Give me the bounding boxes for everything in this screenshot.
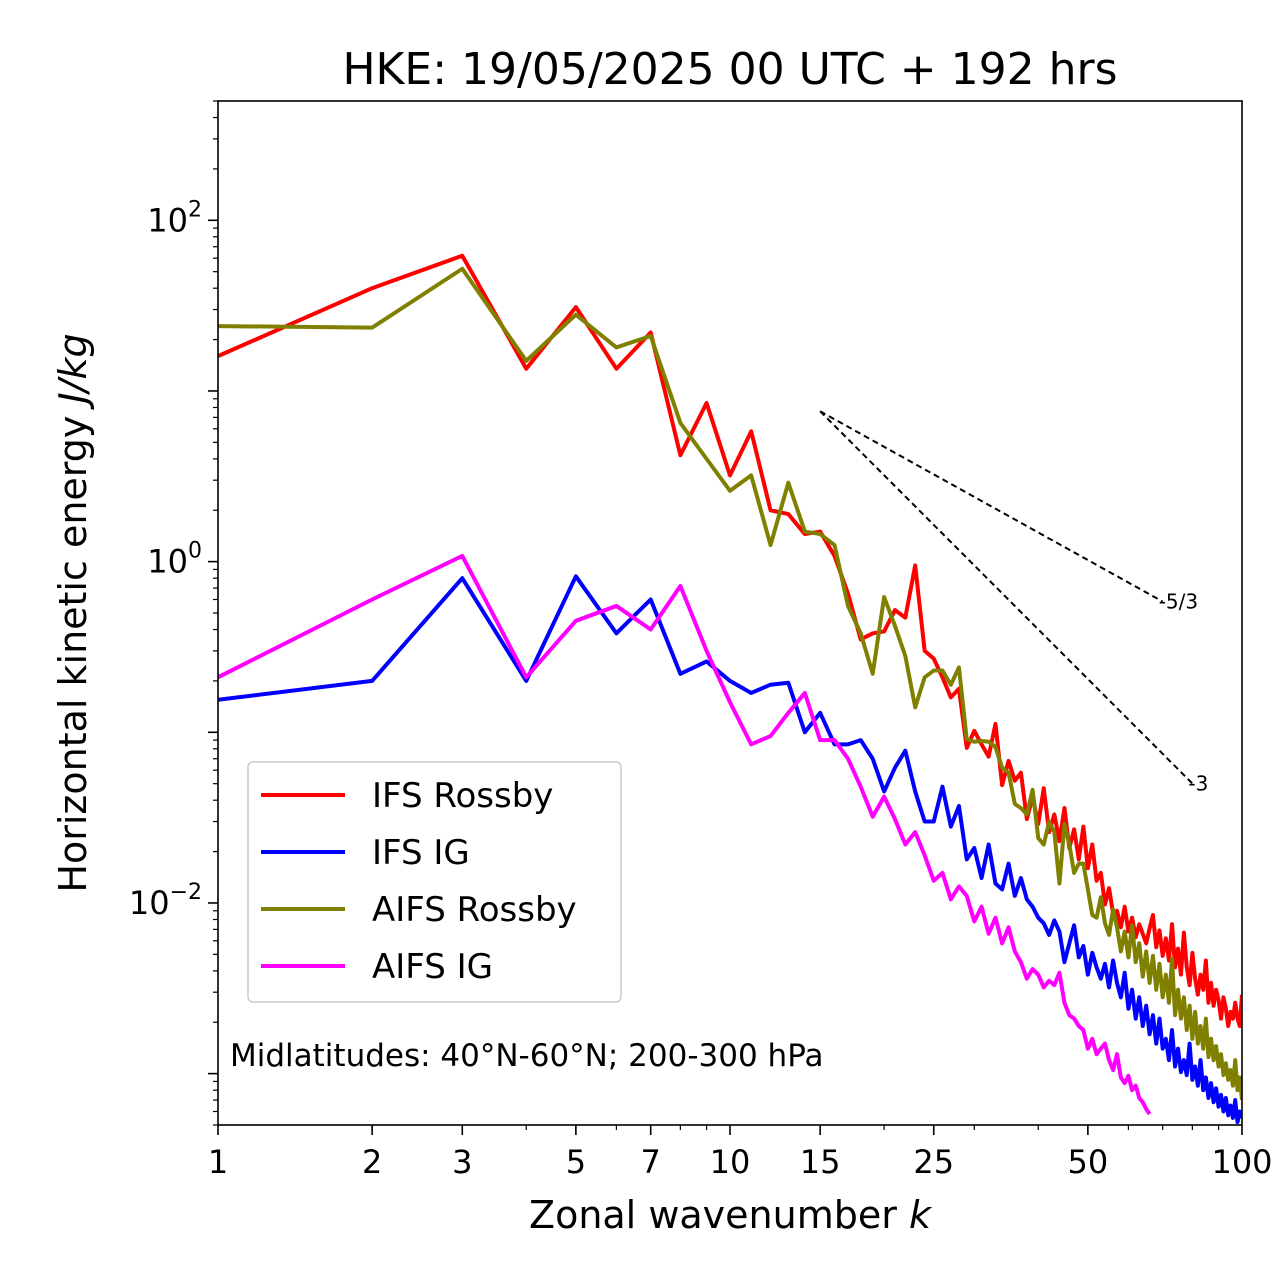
slope-label: -3 xyxy=(1188,772,1208,796)
x-axis-ticks: 1 2 3 5 7 10 15 25 50 100 xyxy=(208,1125,1273,1181)
x-axis-label: Zonal wavenumber k xyxy=(529,1193,933,1237)
legend-label-ifs-rossby: IFS Rossby xyxy=(372,776,553,816)
x-tick-label: 100 xyxy=(1211,1143,1272,1181)
x-tick-label: 5 xyxy=(566,1143,586,1181)
slope-line-5-3 xyxy=(819,410,1164,603)
x-tick-label: 1 xyxy=(208,1143,228,1181)
region-annotation: Midlatitudes: 40°N-60°N; 200-300 hPa xyxy=(230,1038,824,1074)
y-tick-label: 10−2 xyxy=(129,880,202,922)
x-tick-label: 3 xyxy=(452,1143,472,1181)
y-axis-ticks: 10−2 100 102 xyxy=(129,100,218,1126)
x-tick-label: 15 xyxy=(800,1143,841,1181)
x-tick-label: 25 xyxy=(913,1143,954,1181)
legend-items: IFS Rossby IFS IG AIFS Rossby AIFS IG xyxy=(261,776,577,987)
legend-label-aifs-ig: AIFS IG xyxy=(372,947,493,987)
series-line-ifs-ig xyxy=(218,574,1242,1125)
legend: IFS Rossby IFS IG AIFS Rossby AIFS IG xyxy=(247,761,622,1003)
legend-box xyxy=(247,761,622,1003)
chart-title: HKE: 19/05/2025 00 UTC + 192 hrs xyxy=(342,44,1117,95)
legend-label-ifs-ig: IFS IG xyxy=(372,833,470,873)
y-axis-label: Horizontal kinetic energy J/kg xyxy=(51,333,95,892)
reference-slopes xyxy=(819,410,1194,785)
series-line-aifs-rossby xyxy=(218,266,1242,1101)
series-lines xyxy=(218,253,1242,1125)
series-line-aifs-ig xyxy=(218,553,1152,1116)
x-tick-label: 10 xyxy=(710,1143,751,1181)
x-tick-label: 2 xyxy=(362,1143,382,1181)
y-tick-label: 100 xyxy=(147,539,202,581)
slope-line-3 xyxy=(819,410,1194,785)
y-tick-label: 102 xyxy=(147,197,202,239)
x-tick-label: 7 xyxy=(641,1143,661,1181)
x-tick-label: 50 xyxy=(1068,1143,1109,1181)
legend-label-aifs-rossby: AIFS Rossby xyxy=(372,890,577,930)
slope-label: -5/3 xyxy=(1159,590,1198,614)
